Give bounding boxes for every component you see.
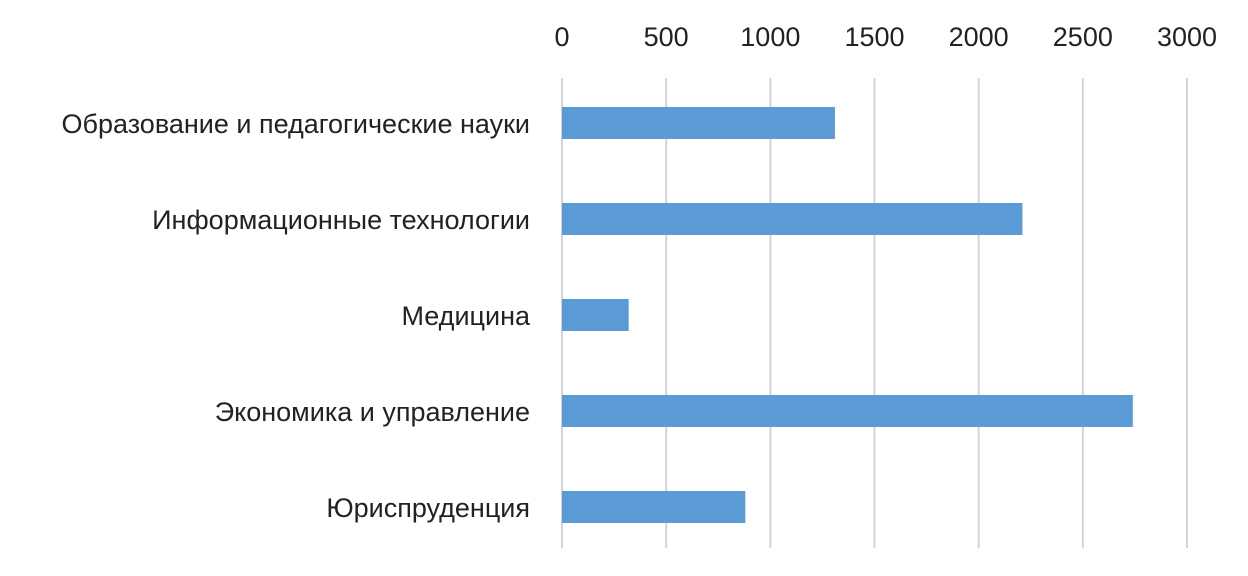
- category-label: Юриспруденция: [326, 493, 530, 523]
- category-label: Медицина: [401, 301, 531, 331]
- category-label: Экономика и управление: [215, 397, 530, 427]
- bar: [562, 491, 746, 523]
- category-label: Информационные технологии: [152, 205, 530, 235]
- x-axis-tick-labels: 0 500 1000 1500 2000 2500 3000: [554, 22, 1217, 52]
- x-tick-label: 3000: [1157, 22, 1217, 52]
- bar: [562, 203, 1023, 235]
- x-tick-label: 2500: [1053, 22, 1113, 52]
- x-tick-label: 1500: [844, 22, 904, 52]
- gridlines: [561, 78, 1188, 548]
- x-tick-label: 2000: [949, 22, 1009, 52]
- bar: [562, 299, 629, 331]
- x-tick-label: 0: [554, 22, 569, 52]
- x-tick-label: 500: [644, 22, 689, 52]
- bar: [562, 395, 1133, 427]
- x-tick-label: 1000: [740, 22, 800, 52]
- bar: [562, 107, 835, 139]
- category-labels: Образование и педагогические науки Информ…: [62, 109, 531, 523]
- category-label: Образование и педагогические науки: [62, 109, 530, 139]
- bars: [562, 107, 1133, 523]
